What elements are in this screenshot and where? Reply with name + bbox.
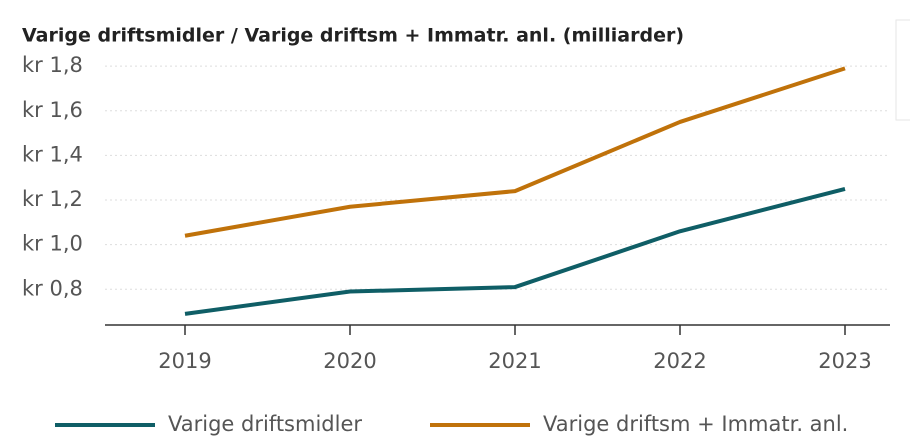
y-tick-label: kr 0,8 (22, 276, 83, 300)
y-tick-label: kr 1,0 (22, 232, 83, 256)
y-tick-label: kr 1,4 (22, 142, 83, 166)
y-tick-label: kr 1,2 (22, 187, 83, 211)
legend-label: Varige driftsm + Immatr. anl. (543, 412, 848, 436)
x-tick-label: 2023 (818, 349, 871, 373)
chart-title: Varige driftsmidler / Varige driftsm + I… (22, 25, 684, 47)
legend-label: Varige driftsmidler (168, 412, 362, 436)
y-tick-label: kr 1,6 (22, 98, 83, 122)
series-line (184, 66, 846, 238)
y-tick-label: kr 1,8 (22, 53, 83, 77)
x-tick-label: 2019 (158, 349, 211, 373)
series-line (184, 186, 846, 316)
tooltip-edge (895, 19, 910, 121)
x-tick-label: 2020 (323, 349, 376, 373)
x-tick-label: 2021 (488, 349, 541, 373)
x-tick-label: 2022 (653, 349, 706, 373)
